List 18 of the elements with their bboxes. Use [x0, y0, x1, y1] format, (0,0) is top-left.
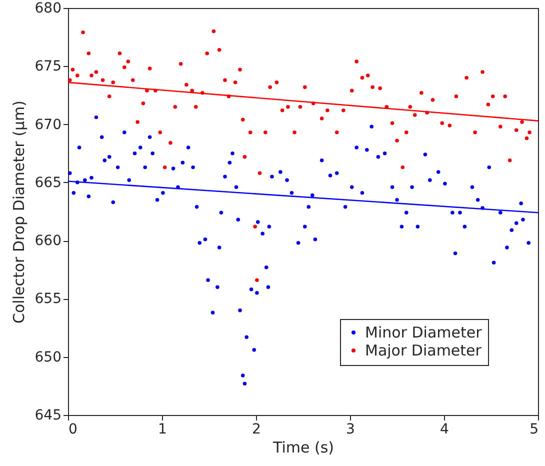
y-tick-label: 655: [34, 291, 62, 308]
y-tick-label: 675: [34, 58, 62, 75]
legend-label: Minor Diameter: [365, 324, 483, 342]
y-tick-label: 670: [34, 116, 62, 133]
x-tick-label: 1: [158, 422, 167, 438]
y-tick-label: 665: [34, 174, 62, 191]
x-tick-label: 3: [346, 422, 355, 438]
legend-label: Major Diameter: [365, 342, 482, 360]
x-tick-label: 2: [252, 422, 261, 438]
x-tick-label: 0: [68, 422, 78, 438]
x-tick-label: 5: [530, 422, 538, 438]
x-tick-label: 4: [440, 422, 450, 438]
x-axis-title: Time (s): [272, 438, 334, 456]
y-tick-label: 660: [34, 233, 62, 250]
y-axis-title: Collector Drop Diameter (μm): [10, 100, 28, 324]
y-tick-label: 680: [34, 0, 62, 16]
y-tick-label: 650: [34, 349, 62, 366]
y-tick-label: 645: [34, 408, 62, 424]
